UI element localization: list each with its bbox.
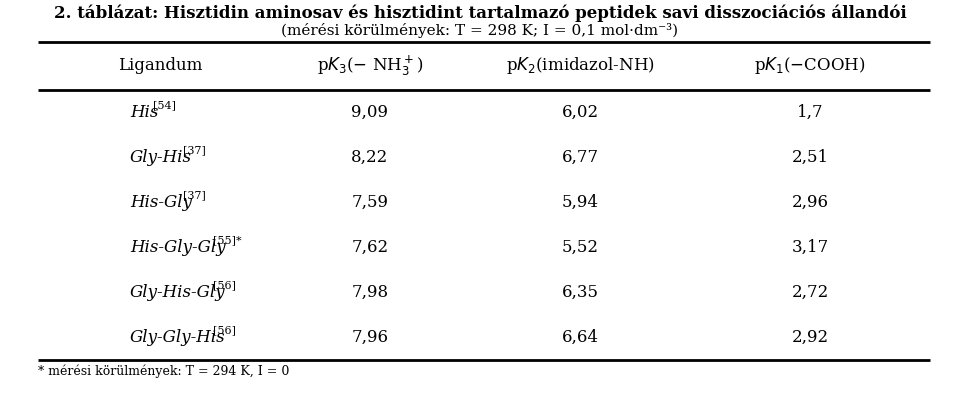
Text: 9,09: 9,09 — [351, 104, 389, 121]
Text: 3,17: 3,17 — [791, 239, 828, 256]
Text: 7,98: 7,98 — [351, 284, 389, 301]
Text: [56]: [56] — [212, 281, 235, 291]
Text: p$\mathit{K}_3$($-$ NH$_3^+$): p$\mathit{K}_3$($-$ NH$_3^+$) — [317, 54, 423, 78]
Text: 6,77: 6,77 — [562, 149, 599, 166]
Text: 5,52: 5,52 — [562, 239, 598, 256]
Text: p$\mathit{K}_1$($-$COOH): p$\mathit{K}_1$($-$COOH) — [755, 55, 866, 76]
Text: 2,96: 2,96 — [791, 194, 828, 211]
Text: [56]: [56] — [212, 326, 235, 336]
Text: (mérési körülmények: T = 298 K; I = 0,1 mol·dm⁻³): (mérési körülmények: T = 298 K; I = 0,1 … — [281, 23, 679, 38]
Text: His-Gly: His-Gly — [130, 194, 192, 211]
Text: Gly-Gly-His: Gly-Gly-His — [130, 329, 226, 346]
Text: Gly-His-Gly: Gly-His-Gly — [130, 284, 226, 301]
Text: [37]: [37] — [182, 145, 205, 155]
Text: [54]: [54] — [153, 100, 176, 110]
Text: Gly-His: Gly-His — [130, 149, 192, 166]
Text: 5,94: 5,94 — [562, 194, 598, 211]
Text: 8,22: 8,22 — [351, 149, 389, 166]
Text: 2. táblázat: Hisztidin aminosav és hisztidint tartalmazó peptidek savi disszociá: 2. táblázat: Hisztidin aminosav és hiszt… — [54, 5, 906, 23]
Text: 7,96: 7,96 — [351, 329, 389, 346]
Text: p$\mathit{K}_2$(imidazol-NH): p$\mathit{K}_2$(imidazol-NH) — [506, 55, 655, 76]
Text: 6,35: 6,35 — [562, 284, 598, 301]
Text: His: His — [130, 104, 158, 121]
Text: 2,51: 2,51 — [791, 149, 828, 166]
Text: 1,7: 1,7 — [797, 104, 824, 121]
Text: [37]: [37] — [182, 191, 205, 200]
Text: 7,59: 7,59 — [351, 194, 389, 211]
Text: 7,62: 7,62 — [351, 239, 389, 256]
Text: His-Gly-Gly: His-Gly-Gly — [130, 239, 226, 256]
Text: 2,92: 2,92 — [791, 329, 828, 346]
Text: * mérési körülmények: T = 294 K, I = 0: * mérési körülmények: T = 294 K, I = 0 — [38, 365, 289, 378]
Text: 6,64: 6,64 — [562, 329, 598, 346]
Text: [55]*: [55]* — [212, 236, 241, 246]
Text: Ligandum: Ligandum — [118, 58, 203, 74]
Text: 2,72: 2,72 — [791, 284, 828, 301]
Text: 6,02: 6,02 — [562, 104, 599, 121]
